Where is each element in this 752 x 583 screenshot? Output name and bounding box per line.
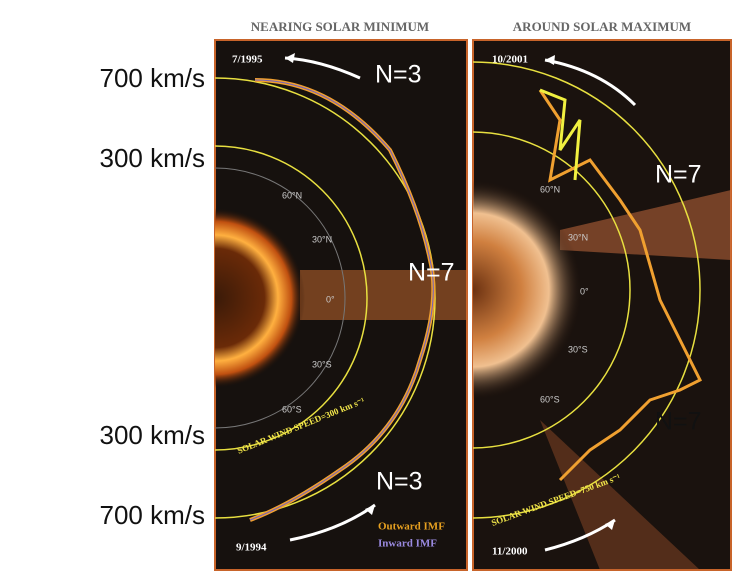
annotations: N=3 N=7 N=3 N=7 N=7 bbox=[375, 61, 702, 496]
latitude-label: 60°N bbox=[282, 190, 302, 200]
annotation: N=7 bbox=[655, 161, 702, 189]
speed-label: 700 km/s bbox=[100, 500, 206, 530]
latitude-label: 0° bbox=[326, 294, 335, 304]
annotation: N=7 bbox=[655, 408, 702, 436]
latitude-label: 60°S bbox=[282, 404, 302, 414]
legend-item: Outward IMF bbox=[378, 521, 445, 533]
speed-label: 300 km/s bbox=[100, 420, 206, 450]
right-panel: 10/2001 11/2000 60°N 30°N 0° 30°S 60°S S… bbox=[472, 39, 732, 571]
annotation: N=7 bbox=[408, 259, 455, 287]
latitude-label: 30°N bbox=[312, 234, 332, 244]
date-label: 10/2001 bbox=[492, 54, 528, 66]
date-label: 9/1994 bbox=[236, 542, 267, 554]
panel-title: NEARING SOLAR MINIMUM bbox=[251, 19, 429, 34]
latitude-label: 60°N bbox=[540, 184, 560, 194]
latitude-label: 60°S bbox=[540, 394, 560, 404]
legend-item: Inward IMF bbox=[378, 538, 437, 550]
speed-label: 300 km/s bbox=[100, 143, 206, 173]
panel-title: AROUND SOLAR MAXIMUM bbox=[513, 19, 691, 34]
latitude-label: 30°N bbox=[568, 232, 588, 242]
speed-scale: 700 km/s 300 km/s 300 km/s 700 km/s bbox=[100, 63, 206, 530]
left-panel: 7/1995 9/1994 60°N 30°N 0° 30°S 60°S SOL… bbox=[214, 39, 468, 571]
annotation: N=3 bbox=[375, 61, 422, 89]
date-label: 11/2000 bbox=[492, 546, 528, 558]
annotation: N=3 bbox=[376, 468, 423, 496]
date-label: 7/1995 bbox=[232, 54, 263, 66]
latitude-label: 30°S bbox=[312, 359, 332, 369]
latitude-label: 30°S bbox=[568, 344, 588, 354]
latitude-label: 0° bbox=[580, 286, 589, 296]
speed-label: 700 km/s bbox=[100, 63, 206, 93]
